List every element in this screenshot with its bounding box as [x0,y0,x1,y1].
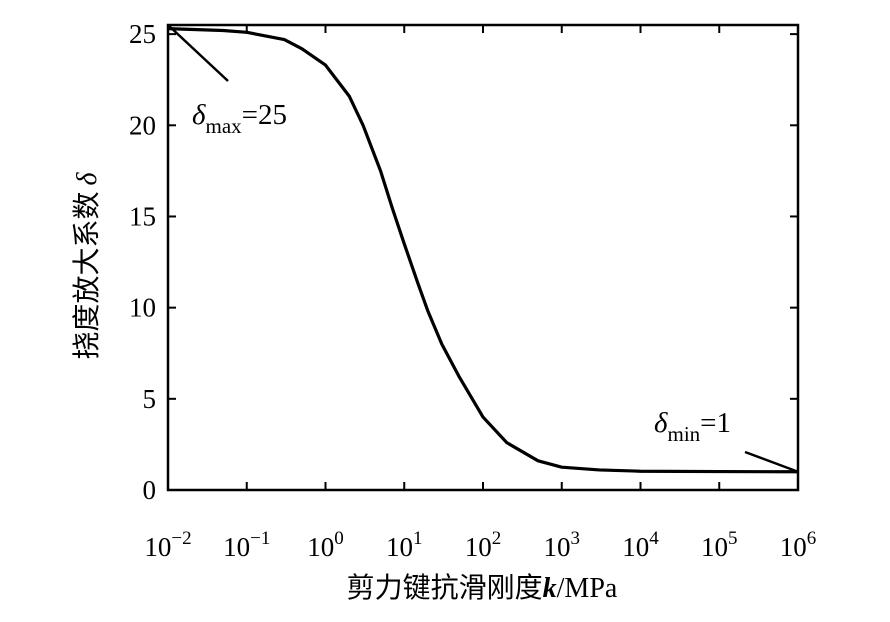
y-axis-label-variable: δ [72,172,103,186]
x-axis-label-variable: k [543,573,557,604]
annotation-delta-min-value: =1 [700,407,731,439]
x-tick-label: 10−1 [223,528,270,562]
annotation-delta-min-symbol: δ [654,407,668,439]
annotation-delta-min-leader [744,450,799,473]
annotation-delta-min-label: δmin=1 [654,407,731,446]
x-tick-label: 103 [544,528,581,562]
x-axis-label-text: 剪力键抗滑刚度 [347,571,543,604]
annotation-delta-max-symbol: δ [192,99,206,131]
annotation-delta-max-label: δmax=25 [192,99,287,138]
x-axis-label-unit: /MPa [557,573,618,604]
annotation-delta-max-leader [167,24,229,82]
x-tick-label: 104 [622,528,659,562]
y-tick-label: 5 [143,384,157,414]
y-axis-label: 挠度放大系数 δ [70,172,103,360]
annotation-delta-max-sub: max [205,114,242,138]
annotation-delta-min: δmin=1 [654,407,799,473]
x-axis-label: 剪力键抗滑刚度k/MPa [347,571,618,604]
data-series-line [167,27,799,474]
x-tick-label: 100 [307,528,344,562]
x-tick-label: 10−2 [144,528,191,562]
x-tick-label: 101 [386,528,423,562]
x-tick-label: 105 [701,528,738,562]
annotation-delta-min-sub: min [667,422,700,446]
annotation-delta-max: δmax=25 [167,24,287,138]
y-tick-label: 15 [129,201,156,231]
y-axis-label-text: 挠度放大系数 [70,192,103,360]
annotation-delta-max-value: =25 [242,99,287,131]
x-tick-label: 102 [465,528,502,562]
x-tick-label: 106 [780,528,817,562]
y-tick-label: 0 [143,475,157,505]
ticks-layer: 10−2 10−1 100 101 102 103 104 105 106 0 5 10 15 20 25 [129,19,816,562]
plot-frame [166,23,800,492]
y-tick-label: 25 [129,19,156,49]
y-tick-label: 10 [129,293,156,323]
y-tick-label: 20 [129,110,156,140]
